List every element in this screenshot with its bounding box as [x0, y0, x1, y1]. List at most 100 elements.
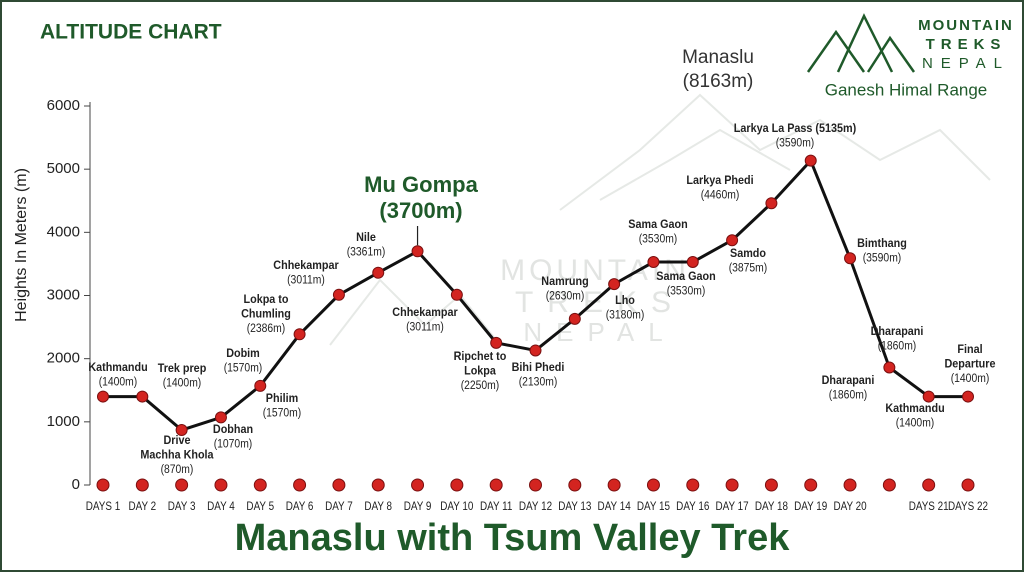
x-tick-label: DAY 19 [794, 500, 827, 513]
highlight-label: Mu Gompa [364, 172, 478, 197]
point-label: Sama Gaon [628, 219, 687, 232]
peak-height: (8163m) [683, 71, 754, 92]
point-label: (3361m) [347, 246, 386, 259]
x-tick-label: DAYS 1 [86, 500, 120, 513]
x-tick-label: DAY 18 [755, 500, 788, 513]
day-marker [214, 478, 228, 492]
x-tick-label: DAY 20 [833, 500, 866, 513]
point-label: (4460m) [701, 189, 740, 202]
point-label: (3590m) [863, 252, 902, 265]
point [726, 234, 739, 247]
x-tick-label: DAY 5 [246, 500, 274, 513]
x-tick-label: DAY 14 [598, 500, 631, 513]
point-label: Lho [615, 295, 635, 308]
point-label: (3011m) [287, 274, 325, 287]
day-marker [253, 478, 267, 492]
point [647, 256, 660, 269]
highlight-label: (3700m) [379, 198, 462, 223]
point-label: Namrung [541, 276, 588, 289]
point-label: Dharapani [871, 326, 924, 339]
point-label: Trek prep [158, 363, 207, 376]
point-label: (870m) [161, 464, 194, 477]
y-tick-label: 6000 [47, 97, 80, 114]
point [844, 252, 857, 265]
x-tick-label: DAY 6 [286, 500, 314, 513]
point-label: Lokpa [464, 365, 496, 378]
point-label: Bihi Phedi [512, 362, 565, 375]
point-label: Lokpa to [244, 294, 289, 307]
point-label: Final [957, 344, 982, 357]
point-label: (3011m) [406, 321, 444, 334]
x-tick-label: DAY 10 [440, 500, 473, 513]
point-label: (3530m) [667, 285, 706, 298]
point-label: (1570m) [224, 362, 263, 375]
point [450, 288, 463, 301]
y-tick-label: 3000 [47, 286, 80, 303]
point-label: (1570m) [263, 407, 302, 420]
point-label: (2130m) [519, 376, 558, 389]
day-marker [293, 478, 307, 492]
point [332, 288, 345, 301]
point-label: Sama Gaon [656, 271, 715, 284]
point-label: Ripchet to [454, 351, 507, 364]
point [686, 256, 699, 269]
point-label: (1070m) [214, 438, 253, 451]
point-label: Departure [945, 358, 996, 371]
day-marker [686, 478, 700, 492]
point-label: Bimthang [857, 238, 907, 251]
point-label: Chhekampar [392, 307, 458, 320]
point-label: (1860m) [829, 389, 868, 402]
point-label: Chumling [241, 308, 291, 321]
y-tick-label: 1000 [47, 413, 80, 430]
point [254, 379, 267, 392]
point-label: (3875m) [729, 262, 768, 275]
point [136, 390, 149, 403]
point-label: (1400m) [163, 377, 202, 390]
point-label: (1860m) [878, 340, 917, 353]
y-tick-label: 2000 [47, 350, 80, 367]
x-tick-label: DAY 8 [364, 500, 392, 513]
point [97, 390, 109, 403]
x-tick-label: DAY 9 [404, 500, 432, 513]
point-label: (2630m) [546, 290, 585, 303]
point-label: Dharapani [822, 375, 875, 388]
point [372, 266, 385, 279]
x-tick-label: DAY 12 [519, 500, 552, 513]
point-label: Larkya La Pass (5135m) [734, 123, 857, 136]
day-marker [332, 478, 346, 492]
x-tick-label: DAY 17 [716, 500, 749, 513]
peak-name: Manaslu [682, 47, 754, 68]
point [568, 312, 581, 325]
y-tick-label: 0 [72, 476, 80, 493]
range-name: Ganesh Himal Range [825, 80, 988, 99]
logo-text: TREKS [926, 36, 1007, 53]
logo-text: NEPAL [922, 55, 1010, 72]
day-marker [922, 478, 936, 492]
point-label: Kathmandu [885, 403, 944, 416]
y-axis-label: Heights In Meters (m) [13, 168, 30, 322]
day-marker [96, 478, 110, 492]
point-label: (2250m) [461, 380, 500, 393]
point [293, 328, 306, 341]
day-marker [411, 478, 425, 492]
point [804, 154, 817, 167]
chart-title: Manaslu with Tsum Valley Trek [235, 517, 791, 559]
point [490, 336, 503, 349]
point-label: (1400m) [951, 373, 990, 386]
point-label: Kathmandu [88, 362, 147, 375]
point-label: Philim [266, 393, 298, 406]
x-tick-label: DAY 7 [325, 500, 353, 513]
x-tick-label: DAY 16 [676, 500, 709, 513]
background-mountains [329, 93, 991, 346]
point [175, 424, 188, 437]
point [214, 411, 227, 424]
day-marker [175, 478, 189, 492]
y-tick-label: 4000 [47, 223, 80, 240]
day-marker [882, 478, 896, 492]
x-tick-label: DAYS 21 [909, 500, 949, 513]
point-label: (3180m) [606, 309, 645, 322]
point [529, 344, 542, 357]
day-marker [764, 478, 778, 492]
day-marker [804, 478, 818, 492]
day-marker [607, 478, 621, 492]
